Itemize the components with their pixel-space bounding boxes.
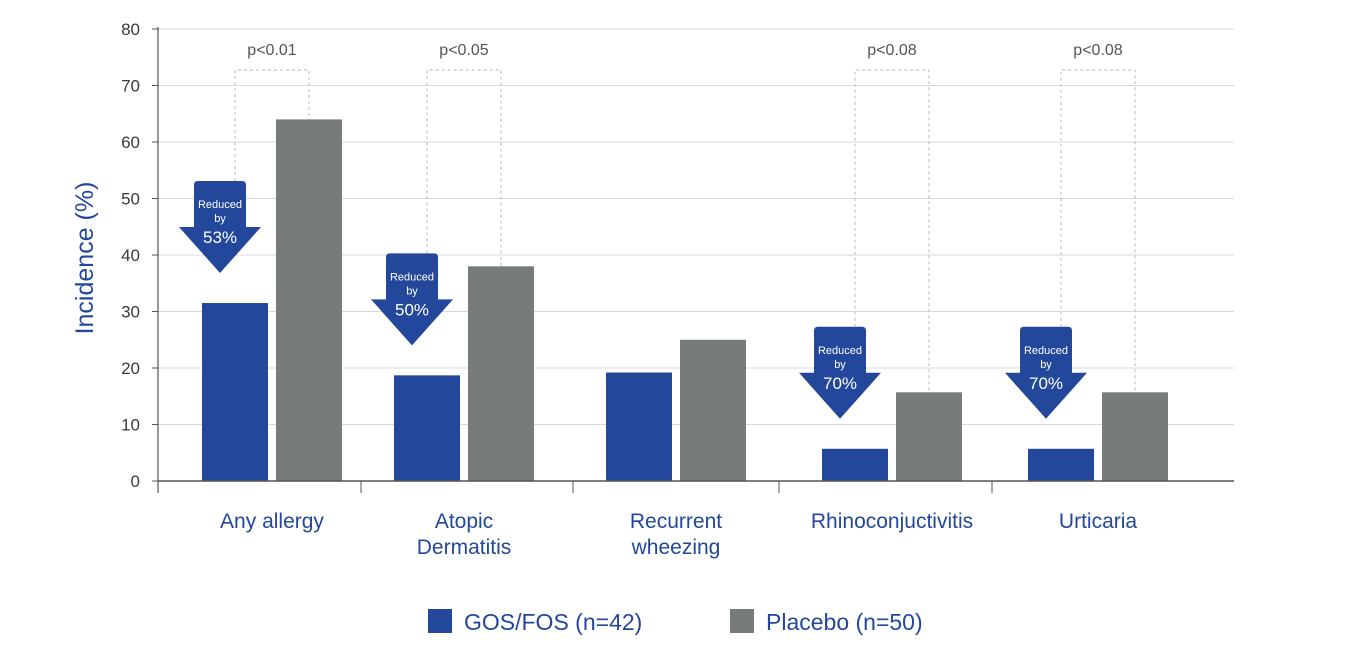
p-value-label: p<0.08 [1073,42,1122,59]
category-label-line: wheezing [631,536,721,559]
reduction-text: by [1040,359,1052,371]
significance-bracket [234,69,310,254]
y-tick-label: 20 [121,359,140,378]
reduction-value: 70% [1029,374,1063,393]
p-value-label: p<0.05 [439,42,488,59]
y-tick-label: 10 [121,416,140,435]
category-label-line: Urticaria [1059,510,1137,533]
category-label: Rhinoconjuctivitis [811,510,973,533]
y-tick-label: 30 [121,303,140,322]
bar-placebo [680,339,746,481]
reduction-text: by [214,213,226,225]
category-label-line: Recurrent [630,510,722,533]
bar-gosfos [202,303,268,481]
reduction-text: Reduced [818,345,862,357]
category-label: Recurrent wheezing [630,510,722,559]
significance-bracket [854,69,930,399]
legend: GOS/FOS (n=42) Placebo (n=50) [428,609,923,635]
bar-placebo [276,119,342,482]
reduction-arrow-icon [1005,326,1087,419]
reduction-value: 50% [395,300,429,319]
category-label-line: Any allergy [220,510,324,533]
category-label: Any allergy [220,510,324,533]
reduction-text: Reduced [198,199,242,211]
axes: 0 10 20 30 40 50 60 70 80 Any allergy Atopic Dermat… [121,20,1234,559]
bar-placebo [468,266,534,481]
reduction-value: 70% [823,374,857,393]
p-value-label: p<0.08 [867,42,916,59]
category-label: Urticaria [1059,510,1137,533]
category-label: Atopic Dermatitis [417,510,512,559]
y-tick-label: 70 [121,77,140,96]
p-value-label: p<0.01 [247,42,296,59]
reduction-value: 53% [203,228,237,247]
significance-brackets: p<0.01 p<0.05 p<0.08 p<0.08 [234,42,1136,399]
bar-gosfos [1028,448,1094,481]
reduction-text: Reduced [1024,345,1068,357]
y-axis-label: Incidence (%) [71,182,99,335]
bar-placebo [896,392,962,481]
bar-placebo [1102,392,1168,481]
category-label-line: Dermatitis [417,536,512,559]
legend-label: GOS/FOS (n=42) [464,609,642,635]
bar-gosfos [822,448,888,481]
legend-label: Placebo (n=50) [766,609,923,635]
reduction-arrow-icon [799,326,881,419]
y-tick-label: 50 [121,190,140,209]
reduction-arrow-icon [371,253,453,346]
legend-swatch [730,609,754,633]
reduction-text: Reduced [390,271,434,283]
y-tick-label: 60 [121,133,140,152]
category-label-line: Atopic [435,510,493,533]
significance-bracket [426,69,502,326]
bar-gosfos [394,375,460,481]
y-tick-label: 80 [121,20,140,39]
y-tick-label: 40 [121,246,140,265]
category-label-line: Rhinoconjuctivitis [811,510,973,533]
legend-swatch [428,609,452,633]
bar-gosfos [606,372,672,481]
reduction-arrows: Reduced by 53% Reduced by 50% Reduced by 70% Redu… [179,181,1087,419]
bars [202,119,1168,482]
significance-bracket [1060,69,1136,399]
reduction-arrow-icon [179,181,261,274]
reduction-text: by [834,359,846,371]
reduction-text: by [406,285,418,297]
y-tick-label: 0 [131,472,140,491]
